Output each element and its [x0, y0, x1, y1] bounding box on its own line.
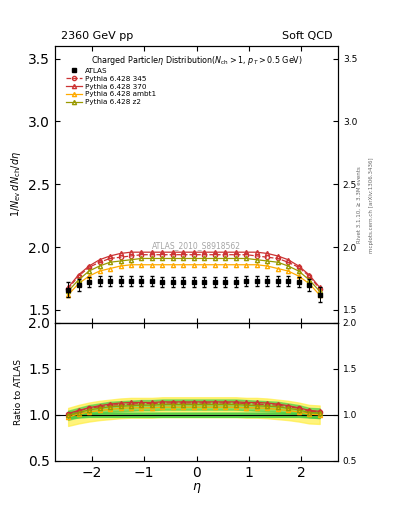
Text: 2360 GeV pp: 2360 GeV pp [61, 31, 133, 40]
X-axis label: $\eta$: $\eta$ [192, 481, 201, 495]
Text: mcplots.cern.ch [arXiv:1306.3436]: mcplots.cern.ch [arXiv:1306.3436] [369, 157, 374, 252]
Y-axis label: $1/N_{\rm ev}\,dN_{\rm ch}/d\eta$: $1/N_{\rm ev}\,dN_{\rm ch}/d\eta$ [9, 151, 23, 218]
Text: Charged Particle$\eta$ Distribution($N_{\rm ch}>1,\,p_T>0.5$ GeV): Charged Particle$\eta$ Distribution($N_{… [91, 54, 302, 68]
Legend: ATLAS, Pythia 6.428 345, Pythia 6.428 370, Pythia 6.428 ambt1, Pythia 6.428 z2: ATLAS, Pythia 6.428 345, Pythia 6.428 37… [64, 66, 157, 106]
Y-axis label: Ratio to ATLAS: Ratio to ATLAS [14, 359, 23, 424]
Text: Rivet 3.1.10, ≥ 3.3M events: Rivet 3.1.10, ≥ 3.3M events [357, 166, 362, 243]
Text: ATLAS_2010_S8918562: ATLAS_2010_S8918562 [152, 241, 241, 250]
Text: Soft QCD: Soft QCD [282, 31, 332, 40]
